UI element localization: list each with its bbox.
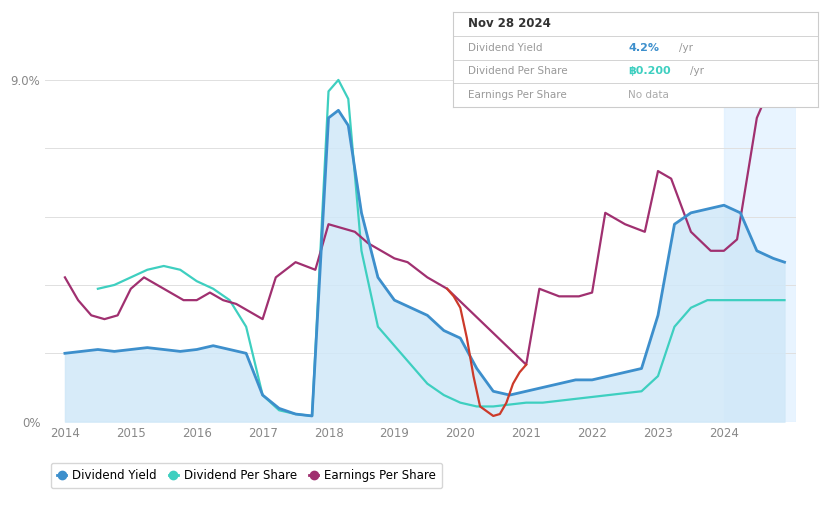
- Text: Nov 28 2024: Nov 28 2024: [468, 17, 550, 30]
- Text: Earnings Per Share: Earnings Per Share: [468, 90, 566, 100]
- Text: ฿0.200: ฿0.200: [628, 67, 671, 76]
- Text: Dividend Per Share: Dividend Per Share: [468, 67, 567, 76]
- Text: /yr: /yr: [679, 43, 693, 53]
- Text: 4.2%: 4.2%: [628, 43, 659, 53]
- Text: Past: Past: [729, 90, 752, 100]
- Text: /yr: /yr: [690, 67, 704, 76]
- Legend: Dividend Yield, Dividend Per Share, Earnings Per Share: Dividend Yield, Dividend Per Share, Earn…: [51, 463, 443, 488]
- Text: Dividend Yield: Dividend Yield: [468, 43, 542, 53]
- Bar: [724, 61, 796, 422]
- Text: No data: No data: [628, 90, 669, 100]
